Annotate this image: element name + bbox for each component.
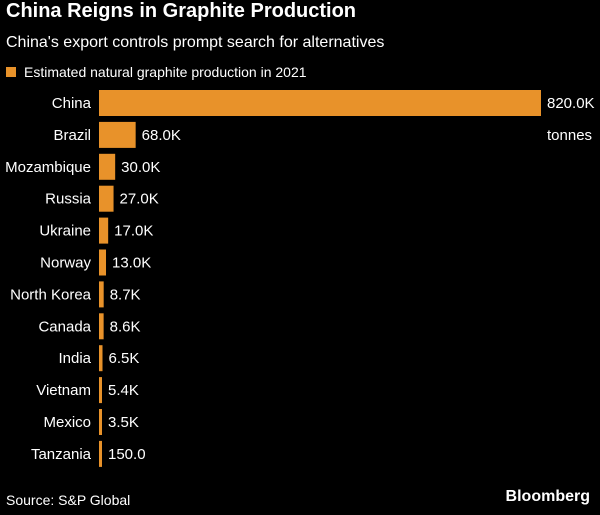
bloomberg-logo: Bloomberg <box>505 488 590 505</box>
bar-russia <box>99 185 114 212</box>
category-label: Vietnam <box>36 382 91 399</box>
chart-subtitle: China's export controls prompt search fo… <box>6 34 385 51</box>
value-label: 27.0K <box>120 191 159 208</box>
bar-brazil <box>99 121 136 148</box>
value-label: 3.5K <box>108 414 139 431</box>
category-label: Russia <box>45 191 92 208</box>
category-label: Canada <box>38 318 91 335</box>
value-label: 820.0K <box>547 95 595 112</box>
legend: Estimated natural graphite production in… <box>6 64 307 80</box>
category-label: North Korea <box>10 286 92 303</box>
category-label: Brazil <box>53 127 91 144</box>
bar-canada <box>99 313 104 340</box>
value-label: 8.7K <box>110 286 141 303</box>
legend-swatch <box>6 67 16 77</box>
value-label: 5.4K <box>108 382 139 399</box>
unit-label: tonnes <box>547 127 592 144</box>
category-label: Mexico <box>43 414 91 431</box>
value-label: 13.0K <box>112 255 151 272</box>
bar-mozambique <box>99 153 116 180</box>
bar-china <box>99 90 541 116</box>
source-note: Source: S&P Global <box>6 492 131 508</box>
value-label: 150.0 <box>108 446 146 463</box>
category-label: Tanzania <box>31 446 92 463</box>
value-label: 8.6K <box>110 318 141 335</box>
chart-title: China Reigns in Graphite Production <box>6 0 357 22</box>
category-label: India <box>58 350 91 367</box>
bar-india <box>99 345 103 372</box>
bar-ukraine <box>99 217 109 244</box>
value-label: 6.5K <box>109 350 140 367</box>
bar-mexico <box>99 409 102 435</box>
value-label: 68.0K <box>142 127 181 144</box>
bar-tanzania <box>99 440 102 467</box>
category-label: China <box>52 95 92 112</box>
category-label: Mozambique <box>5 159 91 176</box>
category-label: Ukraine <box>39 223 91 240</box>
value-label: 30.0K <box>121 159 160 176</box>
bar-norway <box>99 249 107 276</box>
category-label: Norway <box>40 255 91 272</box>
legend-label: Estimated natural graphite production in… <box>24 64 307 80</box>
bar-vietnam <box>99 377 102 404</box>
value-label: 17.0K <box>114 223 153 240</box>
bar-north-korea <box>99 281 104 308</box>
